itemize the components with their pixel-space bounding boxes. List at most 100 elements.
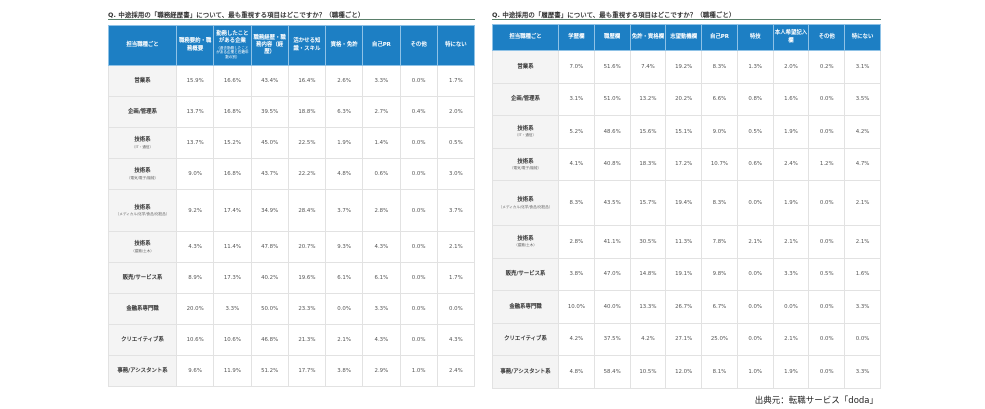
row-category: 販売/サービス系	[492, 257, 559, 291]
column-header-label: 免許・資格欄	[631, 33, 665, 40]
percentage-cell: 43.5%	[593, 180, 631, 226]
row-category-label: 企画/管理系	[511, 96, 540, 103]
percentage-cell: 2.1%	[772, 225, 810, 259]
percentage-cell: 1.9%	[772, 115, 810, 149]
percentage-cell: 9.6%	[175, 355, 215, 387]
percentage-cell: 4.8%	[558, 355, 595, 389]
row-category: 技術系 （IT・通信）	[108, 127, 177, 159]
percentage-cell: 2.1%	[844, 225, 881, 259]
percentage-cell: 2.6%	[324, 65, 364, 97]
percentage-cell: 48.6%	[593, 115, 631, 149]
row-category: 営業系	[492, 50, 559, 84]
percentage-cell: 4.2%	[558, 322, 595, 356]
percentage-cell: 13.3%	[629, 290, 667, 324]
percentage-cell: 3.3%	[844, 355, 881, 389]
percentage-cell: 3.3%	[213, 293, 252, 325]
percentage-cell: 1.0%	[399, 355, 438, 387]
percentage-cell: 2.8%	[362, 189, 401, 232]
percentage-cell: 0.6%	[362, 158, 401, 190]
percentage-cell: 9.2%	[175, 189, 215, 232]
row-category: 金融系専門職	[108, 293, 177, 325]
percentage-cell: 0.0%	[808, 82, 846, 116]
row-category: 技術系 （電気/電子/機械）	[492, 147, 559, 181]
percentage-cell: 2.1%	[736, 225, 774, 259]
percentage-cell: 4.3%	[362, 324, 401, 356]
column-header-label: 職務要約・職務概要	[178, 38, 212, 52]
percentage-cell: 0.0%	[436, 293, 476, 325]
percentage-cell: 0.0%	[399, 65, 438, 97]
percentage-cell: 9.0%	[701, 115, 738, 149]
table-row: 技術系 （メディカル/化学/食品/化粧品） 8.3% 43.5% 15.7% 19.4% 8…	[492, 180, 881, 226]
percentage-cell: 14.8%	[629, 257, 667, 291]
row-category-note: （電気/電子/機械）	[509, 165, 542, 170]
table-row: 事務/アシスタント系 4.8% 58.4% 10.5% 12.0% 8.1% 1.0% 1.9…	[492, 355, 881, 389]
percentage-cell: 3.8%	[324, 355, 364, 387]
percentage-cell: 10.6%	[213, 324, 252, 356]
percentage-cell: 0.0%	[399, 324, 438, 356]
percentage-cell: 0.0%	[399, 262, 438, 294]
row-category: クリエイティブ系	[108, 324, 177, 356]
column-header-label: その他	[818, 33, 835, 40]
row-category-note: （メディカル/化学/食品/化粧品）	[498, 204, 553, 209]
percentage-cell: 0.0%	[772, 290, 810, 324]
table-header-row: 担当職種ごと 学歴欄 職歴欄 免許・資格欄 志望動機欄 自己PR 特技 本人希望記入欄 その他 特…	[492, 24, 881, 51]
table-row: 技術系 （メディカル/化学/食品/化粧品） 9.2% 17.4% 34.9% 28.4% 3…	[108, 189, 476, 232]
percentage-cell: 1.4%	[362, 127, 401, 159]
percentage-cell: 1.0%	[736, 355, 774, 389]
percentage-cell: 0.0%	[399, 127, 438, 159]
percentage-cell: 1.7%	[436, 262, 476, 294]
column-header: 勤務したことがある企業 （過去勤務したことがある企業と在籍年数の別）	[213, 25, 252, 66]
percentage-cell: 15.7%	[629, 180, 667, 226]
row-category-label: 技術系	[134, 204, 151, 211]
row-category-label: 技術系	[517, 158, 534, 165]
percentage-cell: 0.0%	[808, 322, 846, 356]
row-category-label: 技術系	[134, 168, 151, 175]
percentage-cell: 0.0%	[808, 225, 846, 259]
percentage-cell: 2.1%	[772, 322, 810, 356]
resume-table: 担当職種ごと 学歴欄 職歴欄 免許・資格欄 志望動機欄 自己PR 特技 本人希望記入欄 その他 特…	[492, 24, 881, 389]
percentage-cell: 17.4%	[213, 189, 252, 232]
table-row: 金融系専門職 20.0% 3.3% 50.0% 23.3% 0.0% 3.3% 0.0% 0.0…	[108, 293, 476, 325]
row-category: 技術系 （メディカル/化学/食品/化粧品）	[492, 180, 559, 226]
row-category: 技術系 （メディカル/化学/食品/化粧品）	[108, 189, 177, 232]
percentage-cell: 7.4%	[629, 50, 667, 84]
percentage-cell: 15.1%	[665, 115, 703, 149]
percentage-cell: 20.2%	[665, 82, 703, 116]
column-header: その他	[808, 24, 846, 51]
percentage-cell: 9.8%	[701, 257, 738, 291]
percentage-cell: 40.8%	[593, 147, 631, 181]
percentage-cell: 1.3%	[736, 50, 774, 84]
row-category-note: （メディカル/化学/食品/化粧品）	[115, 212, 170, 217]
percentage-cell: 17.7%	[287, 355, 327, 387]
table-row: クリエイティブ系 4.2% 37.5% 4.2% 27.1% 25.0% 0.0% 2.1% 0…	[492, 322, 881, 356]
row-category-label: 金融系専門職	[126, 305, 159, 312]
column-header-label: 担当職種ごと	[126, 41, 159, 48]
row-category-label: 技術系	[517, 126, 534, 133]
row-category: 技術系 （IT・通信）	[492, 115, 559, 149]
percentage-cell: 4.1%	[558, 147, 595, 181]
resume-panel: Q. 中途採用の「履歴書」について、最も重視する項目はどこですか？（職種ごと） …	[492, 0, 881, 389]
percentage-cell: 7.8%	[701, 225, 738, 259]
resume-career-history-panel: Q. 中途採用の「職務経歴書」について、最も重視する項目はどこですか？（職種ごと…	[108, 0, 476, 387]
percentage-cell: 1.2%	[808, 147, 846, 181]
percentage-cell: 34.9%	[250, 189, 289, 232]
percentage-cell: 43.7%	[250, 158, 289, 190]
percentage-cell: 16.6%	[213, 65, 252, 97]
percentage-cell: 45.0%	[250, 127, 289, 159]
percentage-cell: 0.0%	[324, 293, 364, 325]
row-category-label: 金融系専門職	[509, 303, 542, 310]
table-row: 販売/サービス系 3.8% 47.0% 14.8% 19.1% 9.8% 0.0% 3.3% 0…	[492, 257, 881, 291]
percentage-cell: 18.3%	[629, 147, 667, 181]
percentage-cell: 0.0%	[399, 189, 438, 232]
percentage-cell: 37.5%	[593, 322, 631, 356]
column-header: 特にない	[436, 25, 476, 66]
table-row: 技術系 （建築/土木） 4.3% 11.4% 47.8% 20.7% 9.3% 4.3% 0.0…	[108, 231, 476, 263]
column-header-label: 学歴欄	[568, 33, 585, 40]
percentage-cell: 2.1%	[844, 180, 881, 226]
percentage-cell: 22.5%	[287, 127, 327, 159]
percentage-cell: 4.7%	[844, 147, 881, 181]
percentage-cell: 23.3%	[287, 293, 327, 325]
column-header: 職歴欄	[593, 24, 631, 51]
table-row: 企画/管理系 3.1% 51.0% 13.2% 20.2% 6.6% 0.8% 1.6% 0.0…	[492, 82, 881, 116]
column-header: 本人希望記入欄	[772, 24, 810, 51]
